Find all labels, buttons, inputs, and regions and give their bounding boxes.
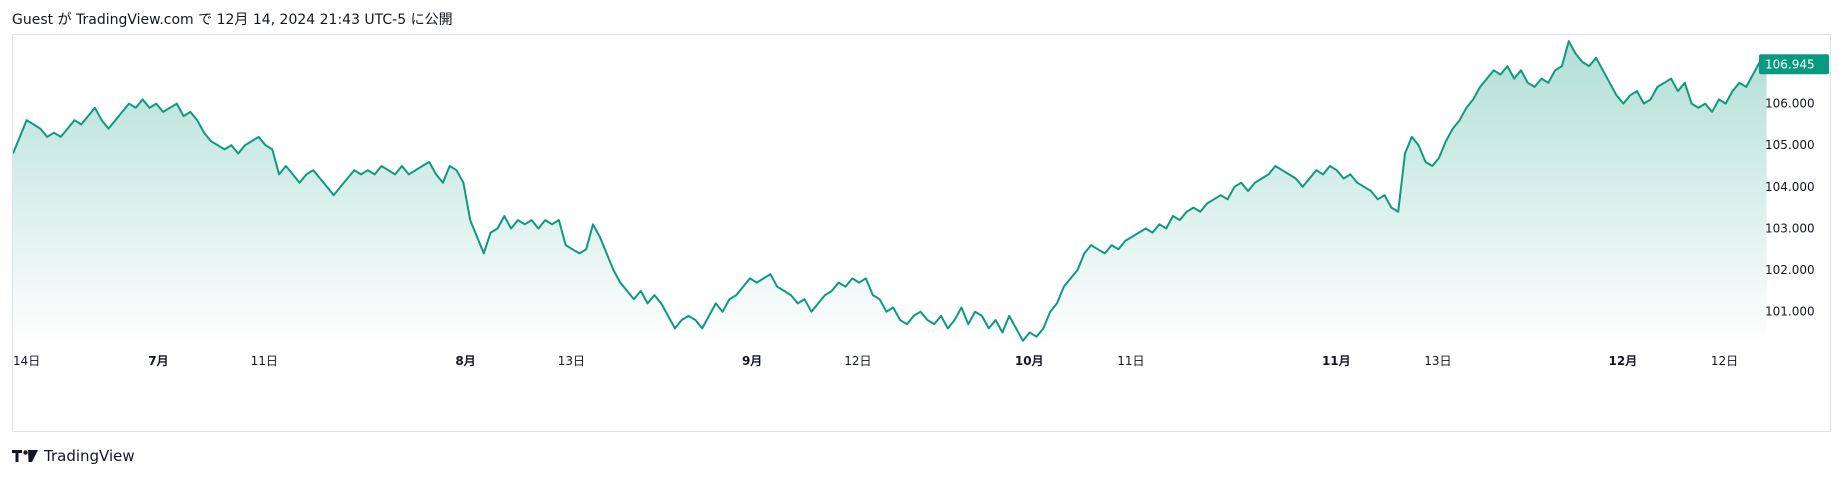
last-price-label: 106.945 <box>1765 57 1815 71</box>
price-chart[interactable]: 106.000 105.000 104.000 103.000 102.000 101.0… <box>13 35 1830 431</box>
y-tick-label: 102.000 <box>1765 263 1815 277</box>
chart-frame[interactable]: 106.000 105.000 104.000 103.000 102.000 101.0… <box>12 34 1831 432</box>
x-tick-label: 13日 <box>558 354 585 368</box>
y-tick-label: 103.000 <box>1765 221 1815 235</box>
price-area-fill <box>13 41 1767 345</box>
x-tick-label: 7月 <box>148 354 168 368</box>
y-tick-label: 106.000 <box>1765 97 1815 111</box>
x-tick-label: 13日 <box>1424 354 1451 368</box>
x-tick-label: 12月 <box>1609 354 1638 368</box>
x-tick-label: 8月 <box>455 354 475 368</box>
x-tick-label: 14日 <box>13 354 40 368</box>
x-tick-label: 12日 <box>844 354 871 368</box>
x-tick-label: 9月 <box>742 354 762 368</box>
publish-info-text: Guest が TradingView.com で 12月 14, 2024 2… <box>12 12 453 28</box>
x-tick-label: 11日 <box>251 354 278 368</box>
price-line-layer <box>13 40 1767 342</box>
brand-name: TradingView <box>44 447 135 465</box>
x-axis[interactable]: 14日 7月 11日 8月 13日 9月 12日 10月 11日 11月 13日 12月 12日 <box>13 354 1738 368</box>
y-axis[interactable]: 106.000 105.000 104.000 103.000 102.000 101.0… <box>1765 97 1815 319</box>
y-tick-label: 105.000 <box>1765 138 1815 152</box>
x-tick-label: 11日 <box>1117 354 1144 368</box>
y-tick-label: 104.000 <box>1765 180 1815 194</box>
publish-info-header: Guest が TradingView.com で 12月 14, 2024 2… <box>12 9 453 29</box>
price-line <box>13 40 1767 342</box>
area-fill-layer <box>13 41 1767 345</box>
last-price-badge <box>1759 54 1829 75</box>
x-tick-label: 10月 <box>1015 354 1044 368</box>
y-tick-label: 101.000 <box>1765 305 1815 319</box>
x-tick-label: 12日 <box>1711 354 1738 368</box>
footer-brand[interactable]: TradingView <box>12 447 135 465</box>
tradingview-logo-icon <box>12 450 38 462</box>
x-tick-label: 11月 <box>1322 354 1351 368</box>
last-price-marker: 106.945 <box>1759 54 1829 75</box>
